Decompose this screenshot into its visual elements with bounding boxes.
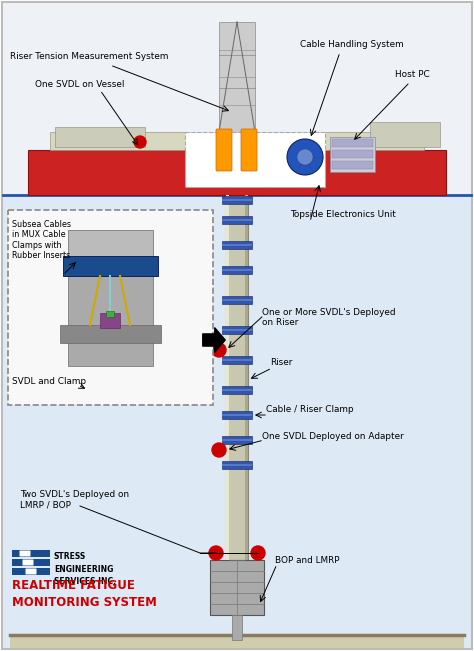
FancyBboxPatch shape — [241, 129, 257, 171]
Circle shape — [212, 343, 226, 357]
Bar — [68, 230, 153, 258]
Text: STRESS
ENGINEERING
SERVICES INC.: STRESS ENGINEERING SERVICES INC. — [54, 552, 116, 586]
Bar — [219, 22, 255, 132]
Bar — [222, 216, 252, 224]
Text: Host PC: Host PC — [395, 70, 430, 79]
Bar — [60, 325, 161, 343]
Bar — [332, 161, 373, 169]
Bar — [222, 411, 252, 419]
Text: REALTIME FATIGUE
MONITORING SYSTEM: REALTIME FATIGUE MONITORING SYSTEM — [12, 579, 157, 609]
Bar — [222, 389, 252, 391]
Bar — [222, 356, 252, 364]
Bar — [222, 436, 252, 444]
Bar — [332, 139, 373, 147]
FancyBboxPatch shape — [216, 129, 232, 171]
Text: Topside Electronics Unit: Topside Electronics Unit — [290, 210, 396, 219]
Circle shape — [287, 139, 323, 175]
Bar — [222, 326, 252, 334]
Bar — [222, 299, 252, 301]
Bar — [222, 266, 252, 274]
Text: One SVDL Deployed on Adapter: One SVDL Deployed on Adapter — [262, 432, 404, 441]
Bar — [226, 195, 229, 560]
Text: Subsea Cables
in MUX Cable
Clamps with
Rubber Inserts: Subsea Cables in MUX Cable Clamps with R… — [12, 220, 71, 260]
Bar — [28, 150, 446, 195]
Bar — [222, 329, 252, 331]
Bar — [245, 195, 248, 560]
Bar — [210, 560, 264, 615]
FancyBboxPatch shape — [22, 559, 34, 566]
Text: Cable / Riser Clamp: Cable / Riser Clamp — [266, 405, 354, 414]
Bar — [222, 464, 252, 466]
Bar — [222, 219, 252, 221]
Bar — [3, 195, 471, 648]
Bar — [185, 132, 325, 187]
Bar — [12, 568, 50, 575]
Bar — [226, 195, 248, 560]
Bar — [222, 244, 252, 246]
Bar — [222, 414, 252, 416]
Bar — [222, 196, 252, 204]
Bar — [68, 276, 153, 366]
Text: Two SVDL's Deployed on
LMRP / BOP: Two SVDL's Deployed on LMRP / BOP — [20, 490, 129, 509]
Text: Riser: Riser — [270, 358, 292, 367]
Bar — [12, 559, 50, 566]
Bar — [222, 359, 252, 361]
Bar — [63, 256, 158, 276]
Bar — [222, 461, 252, 469]
Text: Cable Handling System: Cable Handling System — [300, 40, 404, 49]
Text: SVDL and Clamp: SVDL and Clamp — [12, 377, 86, 386]
Circle shape — [251, 546, 265, 560]
Bar — [232, 615, 242, 640]
FancyBboxPatch shape — [26, 568, 36, 574]
Circle shape — [209, 546, 223, 560]
Bar — [12, 550, 50, 557]
Text: One SVDL on Vessel: One SVDL on Vessel — [35, 80, 124, 89]
Bar — [222, 296, 252, 304]
Circle shape — [134, 136, 146, 148]
Bar — [330, 137, 375, 172]
Bar — [222, 386, 252, 394]
Bar — [10, 635, 464, 649]
Bar — [222, 241, 252, 249]
Text: BOP and LMRP: BOP and LMRP — [275, 556, 339, 565]
Circle shape — [297, 149, 313, 165]
Bar — [370, 122, 440, 147]
Bar — [222, 439, 252, 441]
Text: Riser Tension Measurement System: Riser Tension Measurement System — [10, 52, 168, 61]
Bar — [50, 132, 424, 150]
Bar — [100, 313, 120, 328]
Text: One or More SVDL's Deployed
on Riser: One or More SVDL's Deployed on Riser — [262, 308, 395, 327]
FancyBboxPatch shape — [19, 551, 30, 557]
Bar — [222, 269, 252, 271]
Bar — [106, 311, 114, 317]
Bar — [8, 210, 213, 405]
Bar — [332, 150, 373, 158]
Bar — [222, 199, 252, 201]
Bar — [55, 127, 145, 147]
Bar — [3, 3, 471, 195]
Circle shape — [212, 443, 226, 457]
